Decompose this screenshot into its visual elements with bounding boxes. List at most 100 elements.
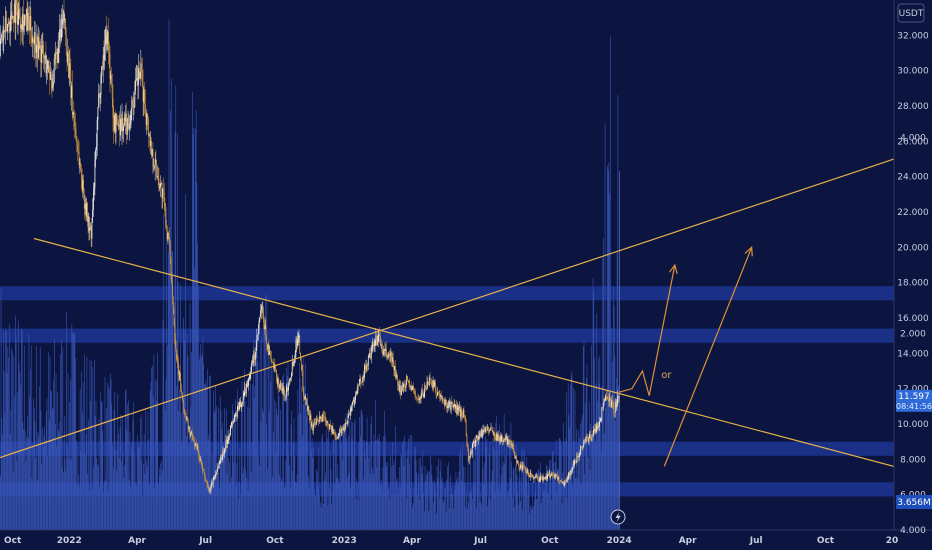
volume-bar [445,488,446,530]
price-scale-bg[interactable] [894,0,932,550]
volume-bar [477,434,479,530]
candle-body [545,476,547,480]
volume-bar [414,446,416,530]
candle-body [93,187,95,191]
volume-bar [104,377,106,530]
candle-body [578,454,580,458]
candle-body [353,399,355,405]
candle-body [42,45,44,52]
candle-body [433,379,435,387]
candle-body [115,113,117,133]
volume-bar [520,501,522,530]
candle-body [558,476,560,482]
candle-body [498,440,500,442]
candle-body [437,391,438,396]
candle-body [268,344,270,355]
candle-body [300,360,302,365]
volume-bar [142,496,143,530]
volume-bar [222,422,223,530]
volume-bar [198,360,200,530]
candle-body [590,434,591,439]
trendline-ascending[interactable] [0,158,895,459]
candle-body [74,117,75,127]
volume-bar [126,430,128,530]
volume-bar [548,494,549,530]
candle-body [222,450,224,457]
candle-body [552,474,554,476]
volume-bar [145,408,146,530]
candle-body [301,364,303,370]
time-tick-label: 2022 [57,536,82,546]
volume-bar [545,482,546,530]
volume-bar [413,488,415,530]
volume-bar [31,478,33,530]
volume-bar [277,391,279,530]
candle-body [279,382,281,387]
trendline-descending[interactable] [33,237,895,467]
volume-bar [315,495,317,530]
volume-bar [278,396,280,530]
volume-bar [264,328,265,530]
candle-body [38,37,40,49]
candle-body [8,21,10,24]
candle-body [39,45,41,49]
candle-body [328,424,330,430]
candle-body [25,8,27,16]
candle-body [322,414,324,416]
volume-bar [588,457,589,530]
candle-body [272,361,274,363]
candle-body [574,460,576,464]
volume-bar [491,470,493,530]
candle-body [459,406,461,417]
candle-body [360,378,362,383]
candle-body [546,476,548,479]
currency-badge[interactable]: USDT [897,3,925,23]
volume-bar [110,379,112,530]
volume-bar [274,399,275,530]
volume-bar [301,386,302,530]
candle-body [185,415,187,419]
candle-body [87,215,89,222]
lightning-icon[interactable] [610,509,626,525]
candle-body [266,339,268,344]
candle-body [490,427,492,429]
candle-body [34,32,36,53]
volume-bar [85,433,87,530]
volume-bar [544,491,546,530]
volume-bar [195,128,196,531]
volume-bar [18,363,20,530]
volume-bar [555,440,557,530]
candle-body [278,378,280,388]
candle-body [262,306,264,314]
candle-body [96,119,98,146]
volume-bar [253,340,254,530]
projection-arrow[interactable] [663,247,753,467]
volume-bar [274,453,276,530]
candle-body [68,63,70,78]
candle-body [404,383,405,386]
candle-body [70,70,72,98]
volume-bar [549,473,551,530]
candle-body [406,376,408,383]
projection-arrow[interactable] [618,264,676,396]
volume-bar [559,437,561,530]
candle-body [462,416,463,418]
candle-body [568,472,570,480]
candle-body [523,466,525,469]
volume-bar [135,456,137,530]
volume-bar [375,399,376,530]
candle-body [470,450,472,457]
candle-body [62,19,63,25]
volume-bar [375,440,377,530]
volume-bar [91,489,93,530]
time-scale-bg[interactable] [0,530,932,550]
candle-body [384,349,386,351]
volume-bar [260,421,262,530]
arrow-head [744,246,753,257]
volume-bar [556,494,558,530]
volume-bar [530,505,531,530]
candle-body [327,421,329,425]
volume-bar [355,498,357,530]
volume-bar [365,458,366,530]
